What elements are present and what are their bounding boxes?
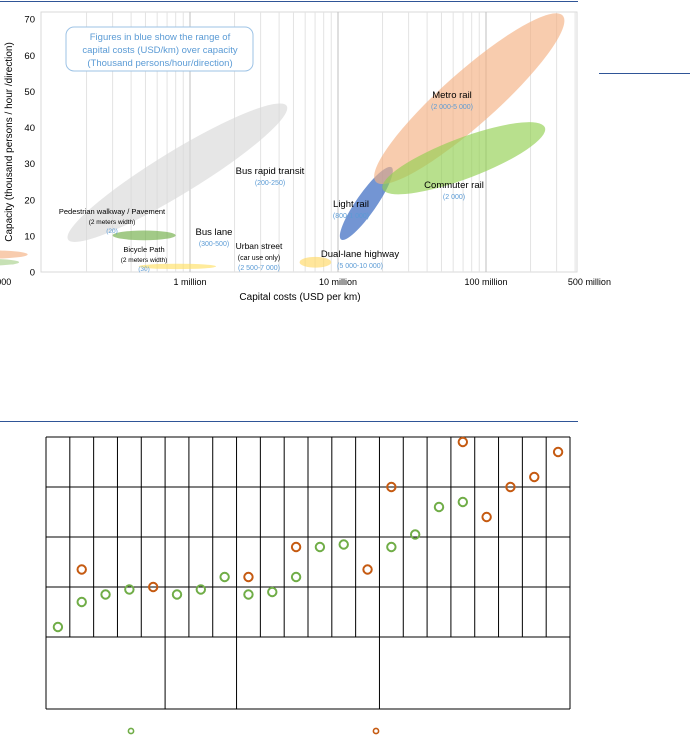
- orange-point: [529, 471, 540, 483]
- y-tick-label: 40: [24, 123, 35, 134]
- green-point: [409, 529, 421, 540]
- green-point: [52, 621, 64, 633]
- label-highway-range: (5 000-10 000): [337, 263, 383, 270]
- x-axis: 50 000 1 million 10 million 100 million 500 …: [0, 277, 611, 287]
- y-tick-label: 70: [24, 15, 35, 26]
- mode-ellipses: [0, 13, 565, 270]
- mode-label-light-rail: Light rail (800-1 000): [333, 199, 369, 220]
- green-point: [314, 541, 326, 553]
- x-axis-title: Capital costs (USD per km): [239, 292, 360, 303]
- orange-point: [76, 564, 87, 575]
- label-pedestrian-name: Pedestrian walkway / Pavement: [59, 207, 166, 216]
- label-commuter-name: Commuter rail: [424, 180, 484, 191]
- label-light-rail-name: Light rail: [333, 199, 369, 210]
- green-point: [76, 596, 87, 608]
- label-metro-name: Metro rail: [432, 90, 472, 101]
- label-commuter-range: (2 000): [443, 194, 465, 201]
- green-point: [338, 539, 349, 550]
- green-point: [290, 571, 302, 583]
- annotation-line-2: capital costs (USD/km) over capacity: [82, 45, 237, 56]
- ellipse-commuter-rail: [382, 122, 546, 195]
- green-point: [100, 589, 111, 600]
- mode-label-pedestrian: Pedestrian walkway / Pavement (2 meters …: [59, 207, 166, 235]
- y-tick-label: 20: [24, 195, 35, 206]
- y-axis-title: Capacity (thousand persons / hour /direc…: [4, 42, 15, 242]
- y-tick-label: 30: [24, 159, 35, 170]
- ellipse-urban-street: [138, 263, 217, 270]
- label-urban-street-range: (2 500-7 000): [238, 265, 280, 272]
- ellipse-bicycle-path: [0, 259, 20, 266]
- y-tick-label: 10: [24, 231, 35, 242]
- ellipse-light-rail: [339, 166, 393, 240]
- green-point: [457, 496, 469, 508]
- x-tick-label: 50 000: [0, 277, 11, 287]
- green-point: [171, 589, 183, 600]
- orange-point: [147, 581, 159, 593]
- y-tick-label: 0: [30, 268, 35, 279]
- label-brt-range: (200-250): [255, 180, 285, 187]
- orange-point: [552, 446, 564, 458]
- x-tick-label: 1 million: [173, 277, 206, 287]
- label-bus-lane-name: Bus lane: [196, 227, 233, 238]
- legend-marker-orange: [372, 727, 380, 735]
- legend: [127, 727, 380, 735]
- ellipse-metro-rail: [374, 13, 565, 185]
- green-point: [219, 571, 230, 583]
- label-bicycle-name: Bicycle Path: [123, 245, 164, 254]
- label-light-rail-range: (800-1 000): [333, 213, 369, 220]
- label-bicycle-note: (2 meters width): [121, 257, 168, 264]
- label-bus-lane-range: (300-500): [199, 241, 229, 248]
- x-tick-label: 500 million: [568, 277, 611, 287]
- green-point: [267, 586, 278, 598]
- mode-label-metro: Metro rail (2 000-5 000): [431, 90, 473, 111]
- orange-point: [243, 571, 254, 583]
- orange-point: [505, 481, 516, 493]
- ellipse-pedestrian-walkway-pavement: [0, 250, 28, 259]
- label-bicycle-range: (30): [138, 266, 150, 273]
- scatter-points: [52, 436, 564, 633]
- middle-rule: [0, 421, 578, 422]
- orange-point: [290, 541, 302, 553]
- x-tick-label: 10 million: [319, 277, 357, 287]
- side-rule: [599, 73, 690, 74]
- orange-point: [457, 436, 469, 448]
- legend-marker-green: [127, 727, 135, 735]
- grid-table: [45, 436, 571, 710]
- orange-point: [386, 481, 397, 493]
- mode-label-highway: Dual-lane highway (5 000-10 000): [321, 249, 399, 270]
- top-rule: [0, 1, 578, 2]
- orange-point: [481, 511, 492, 523]
- mode-label-urban-street: Urban street (car use only) (2 500-7 000…: [236, 241, 283, 272]
- y-tick-label: 50: [24, 87, 35, 98]
- ellipse-bus-lane: [112, 230, 176, 241]
- mode-label-brt: Bus rapid transit (200-250): [236, 166, 305, 187]
- label-pedestrian-range: (20): [106, 228, 118, 235]
- x-tick-label: 100 million: [464, 277, 507, 287]
- label-urban-street-name: Urban street: [236, 241, 283, 251]
- mode-label-bicycle: Bicycle Path (2 meters width) (30): [121, 245, 168, 273]
- ellipse-bus-rapid-transit: [67, 103, 288, 242]
- green-point: [386, 541, 397, 553]
- orange-point: [362, 564, 373, 575]
- annotation-box: [65, 26, 254, 72]
- y-axis: 0 10 20 30 40 50 60 70: [24, 15, 35, 279]
- label-metro-range: (2 000-5 000): [431, 104, 473, 111]
- green-point: [195, 584, 207, 595]
- label-pedestrian-note: (2 meters width): [89, 219, 136, 226]
- ellipse-dual-lane-highway: [299, 256, 332, 268]
- green-point: [243, 589, 254, 600]
- y-tick-label: 60: [24, 51, 35, 62]
- label-brt-name: Bus rapid transit: [236, 166, 305, 177]
- green-point: [433, 501, 445, 513]
- mode-label-bus-lane: Bus lane (300-500): [196, 227, 233, 248]
- annotation-line-1: Figures in blue show the range of: [90, 32, 231, 43]
- label-urban-street-note: (car use only): [238, 255, 280, 262]
- label-highway-name: Dual-lane highway: [321, 249, 399, 260]
- annotation-line-3: (Thousand persons/hour/direction): [87, 58, 232, 69]
- green-point: [124, 584, 135, 595]
- mode-label-commuter: Commuter rail (2 000): [424, 180, 484, 201]
- capacity-cost-chart: 0 10 20 30 40 50 60 70 50 000 1 million 10 millio…: [0, 11, 611, 303]
